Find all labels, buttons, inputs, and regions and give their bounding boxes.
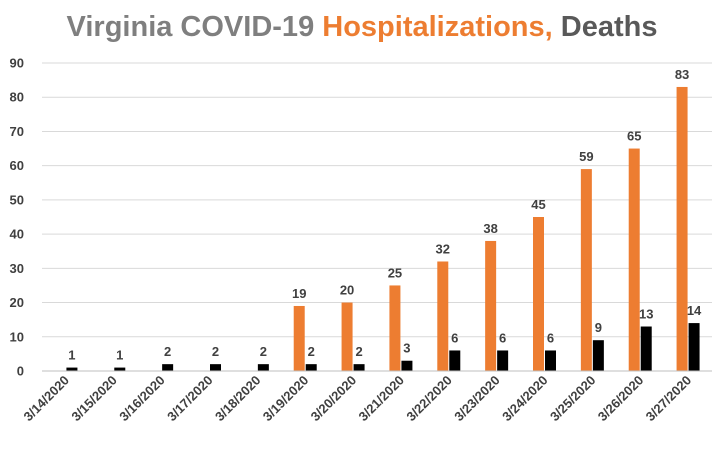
data-label-deaths: 2 (355, 344, 362, 359)
data-label-hospitalizations: 45 (531, 197, 545, 212)
data-label-hospitalizations: 59 (579, 149, 593, 164)
bar-deaths (66, 367, 78, 371)
data-label-hospitalizations: 20 (340, 283, 354, 298)
data-label-deaths: 2 (308, 344, 315, 359)
x-tick-label: 3/23/2020 (451, 373, 503, 425)
bar-deaths (497, 350, 509, 371)
bar-deaths (210, 364, 221, 371)
bar-deaths (257, 364, 269, 371)
data-label-deaths: 6 (547, 330, 554, 345)
data-label-deaths: 14 (687, 303, 702, 318)
data-label-deaths: 13 (639, 307, 653, 322)
bar-hospitalizations (293, 305, 305, 371)
bar-deaths (688, 323, 700, 371)
bar-deaths (449, 350, 461, 371)
bar-deaths (640, 326, 652, 371)
x-tick-label: 3/25/2020 (547, 373, 599, 425)
chart-title-part: Virginia COVID-19 (67, 11, 323, 43)
x-axis-ticks: 3/14/20203/15/20203/16/20203/17/20203/18… (21, 373, 695, 425)
data-label-hospitalizations: 65 (627, 129, 641, 144)
bar-deaths (592, 340, 604, 371)
bar-deaths (545, 350, 556, 371)
y-tick-label: 60 (10, 158, 24, 173)
bar-deaths (401, 360, 413, 371)
x-tick-label: 3/14/2020 (21, 373, 73, 425)
chart-title-part: Deaths (553, 11, 658, 43)
data-label-hospitalizations: 19 (292, 286, 306, 301)
data-label-deaths: 3 (403, 341, 410, 356)
y-tick-label: 80 (10, 90, 24, 105)
data-label-deaths: 2 (260, 344, 267, 359)
data-label-deaths: 6 (499, 330, 506, 345)
x-tick-label: 3/15/2020 (68, 373, 120, 425)
data-label-hospitalizations: 38 (483, 221, 497, 236)
data-label-hospitalizations: 32 (436, 241, 450, 256)
x-tick-label: 3/24/2020 (499, 373, 551, 425)
y-axis-ticks: 0 10 20 30 40 50 60 70 80 90 (10, 56, 24, 379)
bar-deaths (305, 364, 317, 371)
bar-hospitalizations (485, 240, 497, 371)
y-tick-label: 50 (10, 192, 24, 207)
y-tick-label: 10 (10, 329, 24, 344)
y-tick-label: 0 (17, 364, 24, 379)
y-tick-label: 30 (10, 261, 24, 276)
bar-hospitalizations (437, 261, 449, 371)
bar-hospitalizations (676, 86, 688, 371)
bar-hospitalizations (389, 285, 401, 371)
y-tick-label: 20 (10, 295, 24, 310)
x-tick-label: 3/26/2020 (595, 373, 647, 425)
bar-hospitalizations (628, 148, 640, 371)
x-tick-label: 3/17/2020 (164, 373, 216, 425)
data-labels: 1 1 2 2 2 19 2 20 2 25 3 32 6 38 6 45 6 59 9 65 13 83 14 (68, 67, 702, 363)
bar-hospitalizations (533, 217, 544, 371)
x-tick-label: 3/20/2020 (308, 373, 360, 425)
bars (66, 86, 700, 371)
y-tick-label: 90 (10, 56, 24, 71)
chart-title-part: Hospitalizations, (322, 11, 552, 43)
x-tick-label: 3/27/2020 (643, 373, 695, 425)
bar-deaths (114, 367, 126, 371)
data-label-hospitalizations: 83 (675, 67, 689, 82)
x-tick-label: 3/16/2020 (116, 373, 168, 425)
data-label-hospitalizations: 25 (388, 265, 402, 280)
bar-deaths (162, 364, 174, 371)
bar-hospitalizations (341, 302, 353, 371)
data-label-deaths: 2 (212, 344, 219, 359)
data-label-deaths: 2 (164, 344, 171, 359)
y-tick-label: 40 (10, 227, 24, 242)
data-label-deaths: 1 (68, 348, 75, 363)
bar-hospitalizations (580, 169, 592, 371)
x-tick-label: 3/22/2020 (403, 373, 455, 425)
data-label-deaths: 6 (451, 330, 458, 345)
bar-deaths (353, 364, 365, 371)
data-label-deaths: 9 (595, 320, 602, 335)
chart-title: Virginia COVID-19 Hospitalizations, Deat… (67, 11, 658, 43)
x-tick-label: 3/18/2020 (212, 373, 264, 425)
gridlines (42, 62, 712, 338)
y-tick-label: 70 (10, 124, 24, 139)
x-tick-label: 3/19/2020 (260, 373, 312, 425)
x-tick-label: 3/21/2020 (356, 373, 408, 425)
data-label-deaths: 1 (116, 348, 123, 363)
